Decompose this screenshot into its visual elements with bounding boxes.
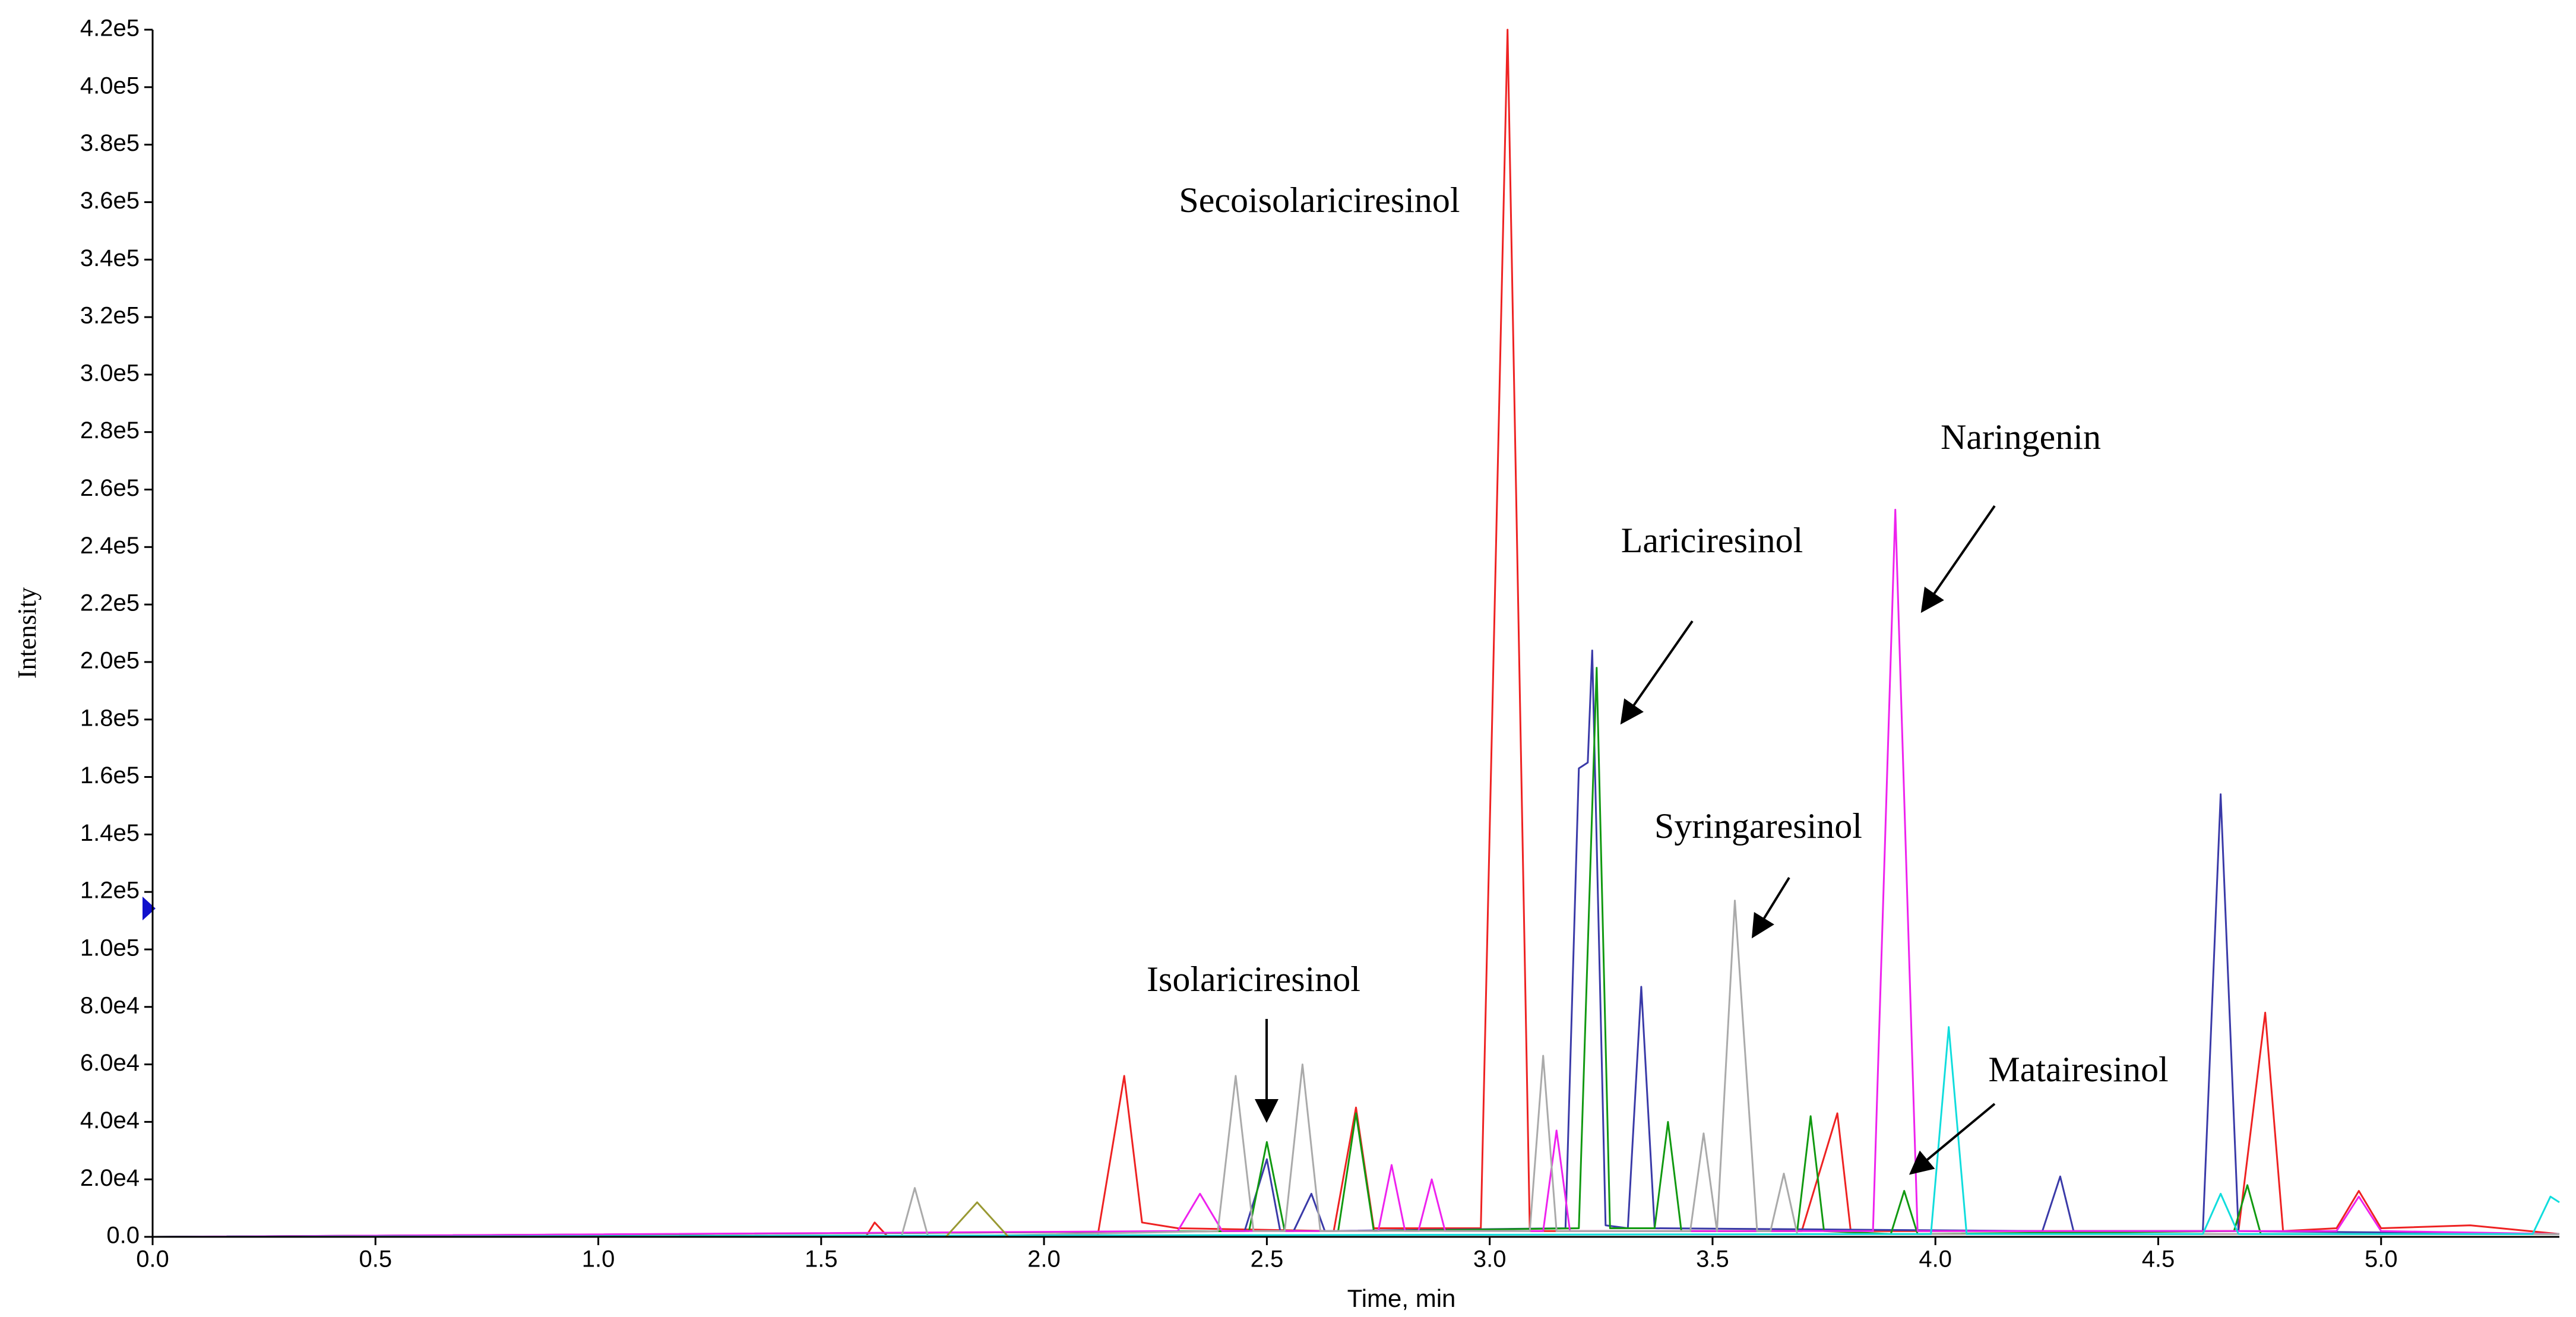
y-tick-label: 3.8e5 — [80, 130, 140, 156]
y-tick-label: 3.2e5 — [80, 303, 140, 329]
annotation: Syringaresinol — [1654, 806, 1862, 846]
trace — [152, 1026, 2560, 1238]
x-tick-label: 3.0 — [1473, 1246, 1507, 1272]
y-tick-label: 4.0e4 — [80, 1107, 140, 1134]
y-tick-label: 1.0e5 — [80, 935, 140, 961]
x-tick-label: 2.0 — [1027, 1246, 1061, 1272]
trace — [153, 900, 2559, 1238]
y-tick-label: 3.0e5 — [80, 360, 140, 386]
annotation-arrow — [1909, 1103, 1996, 1175]
y-tick-label: 1.4e5 — [80, 820, 140, 846]
y-tick-label: 0.0 — [106, 1223, 140, 1249]
trace — [152, 650, 2560, 1238]
annotation-arrow — [1751, 876, 1790, 939]
trace — [152, 667, 2559, 1238]
y-tick-label: 6.0e4 — [80, 1050, 140, 1076]
y-tick-label: 2.8e5 — [80, 417, 140, 444]
y-tick-label: 3.4e5 — [80, 245, 140, 271]
y-axis-title: Intensity — [12, 587, 42, 679]
x-tick-label: 0.0 — [136, 1246, 169, 1272]
x-tick-label: 4.0 — [1919, 1246, 1952, 1272]
annotation: Isolariciresinol — [1147, 960, 1360, 999]
y-tick-label: 2.0e4 — [80, 1165, 140, 1191]
annotation: Lariciresinol — [1621, 521, 1803, 560]
y-tick-label: 4.0e5 — [80, 72, 140, 99]
annotation: Secoisolariciresinol — [1179, 181, 1460, 220]
x-tick-label: 0.5 — [359, 1246, 392, 1272]
trace — [152, 508, 2560, 1238]
y-tick-label: 8.0e4 — [80, 992, 140, 1018]
y-tick-label: 2.0e5 — [80, 647, 140, 673]
x-tick-label: 4.5 — [2142, 1246, 2175, 1272]
annotation-arrow — [1920, 505, 1996, 613]
x-axis-title: Time, min — [1347, 1284, 1456, 1312]
x-tick-label: 1.0 — [582, 1246, 615, 1272]
annotation-arrow — [1620, 620, 1694, 725]
level-marker — [143, 897, 156, 920]
x-tick-label: 2.5 — [1251, 1246, 1284, 1272]
y-tick-label: 4.2e5 — [80, 15, 140, 42]
x-tick-label: 5.0 — [2365, 1246, 2398, 1272]
annotation: Matairesinol — [1988, 1050, 2168, 1089]
y-tick-label: 1.2e5 — [80, 878, 140, 904]
y-tick-label: 1.6e5 — [80, 762, 140, 789]
y-tick-label: 3.6e5 — [80, 188, 140, 214]
y-tick-label: 1.8e5 — [80, 705, 140, 731]
annotation: Naringenin — [1941, 417, 2101, 457]
y-tick-label: 2.6e5 — [80, 475, 140, 501]
y-tick-label: 2.2e5 — [80, 590, 140, 616]
y-tick-label: 2.4e5 — [80, 533, 140, 559]
x-tick-label: 1.5 — [805, 1246, 838, 1272]
x-tick-label: 3.5 — [1696, 1246, 1729, 1272]
